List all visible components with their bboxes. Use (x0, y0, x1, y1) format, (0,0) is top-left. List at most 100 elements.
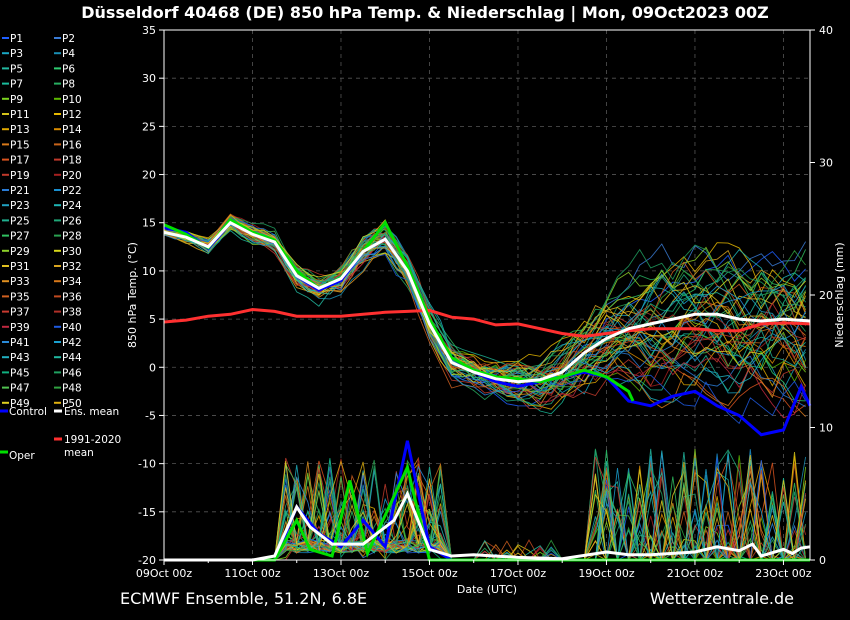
legend-member-label: P29 (10, 246, 30, 258)
climate-mean-line (163, 307, 811, 338)
ensemble-members (163, 213, 807, 562)
x-tick-label: 09Oct 00z (136, 567, 193, 580)
site-credit: Wetterzentrale.de (649, 589, 794, 608)
legend-member-label: P13 (10, 124, 30, 136)
legend-member-label: P11 (10, 109, 30, 121)
legend: P1 P2 P3 P4 P5 P6 P7 P8 P9 P10 P11 P12 P13 P14 P15 P16 P… (0, 33, 121, 462)
legend-member-label: P7 (10, 79, 23, 91)
y-tick-label: -15 (138, 506, 156, 519)
y-tick-label: 30 (142, 72, 156, 85)
x-tick-label: 15Oct 00z (401, 567, 458, 580)
model-source-label: ECMWF Ensemble, 51.2N, 6.8E (120, 589, 368, 608)
legend-member-label: P2 (62, 33, 75, 45)
member-temp-line (163, 224, 806, 392)
y2-tick-label: 40 (819, 24, 833, 37)
y-tick-label: -10 (138, 458, 156, 471)
member-temp-line (163, 223, 807, 377)
legend-member-label: P25 (10, 215, 30, 227)
x-tick-label: 11Oct 00z (224, 567, 281, 580)
y-tick-label: 10 (142, 265, 156, 278)
grid-lines (164, 30, 810, 560)
legend-member-label: P45 (10, 367, 30, 379)
member-temp-line (163, 229, 806, 397)
legend-member-label: P38 (62, 307, 82, 319)
y2-tick-label: 30 (819, 157, 833, 170)
y2-tick-label: 10 (819, 422, 833, 435)
legend-member-label: P3 (10, 48, 23, 60)
legend-member-label: P6 (62, 63, 75, 75)
legend-member-label: P27 (10, 231, 30, 243)
oper-temp-line (163, 217, 635, 402)
legend-member-label: P40 (62, 322, 82, 334)
legend-member-label: P35 (10, 291, 30, 303)
y-tick-label: 0 (149, 361, 156, 374)
x-tick-label: 17Oct 00z (490, 567, 547, 580)
y2-tick-label: 0 (819, 554, 826, 567)
y-tick-label: 35 (142, 24, 156, 37)
control-temp-line (163, 220, 812, 437)
legend-member-label: P24 (62, 200, 82, 212)
legend-member-label: P21 (10, 185, 30, 197)
legend-member-label: P23 (10, 200, 30, 212)
legend-member-label: P14 (62, 124, 82, 136)
legend-member-label: P48 (62, 383, 82, 395)
legend-member-label: P20 (62, 170, 82, 182)
legend-control-label: Control (9, 406, 47, 418)
y-tick-label: 25 (142, 120, 156, 133)
legend-member-label: P50 (62, 398, 82, 410)
legend-member-label: P12 (62, 109, 82, 121)
legend-member-label: P41 (10, 337, 30, 349)
ensmean-temp-line (163, 220, 811, 384)
y-tick-label: -20 (138, 554, 156, 567)
legend-ensmean-label: Ens. mean (64, 406, 119, 418)
legend-member-label: P33 (10, 276, 30, 288)
legend-member-label: P28 (62, 231, 82, 243)
legend-member-label: P16 (62, 139, 82, 151)
legend-oper-label: Oper (9, 450, 35, 462)
axes: -20 -15 -10 -5 0 5 10 15 20 25 30 35 09Oct 00z 11Oct … (126, 24, 846, 596)
legend-member-label: P5 (10, 63, 23, 75)
legend-member-label: P4 (62, 48, 75, 60)
ensmean-precip-line (164, 490, 811, 562)
chart-title: Düsseldorf 40468 (DE) 850 hPa Temp. & Ni… (81, 3, 769, 22)
x-tick-label: 19Oct 00z (578, 567, 635, 580)
y2-tick-label: 20 (819, 289, 833, 302)
legend-member-label: P26 (62, 215, 82, 227)
y-tick-label: -5 (145, 409, 156, 422)
y-tick-label: 5 (149, 313, 156, 326)
legend-clim-label: 1991-2020 (64, 434, 121, 446)
legend-member-label: P34 (62, 276, 82, 288)
legend-member-label: P19 (10, 170, 30, 182)
y-tick-label: 20 (142, 169, 156, 182)
legend-member-label: P37 (10, 307, 30, 319)
legend-member-label: P32 (62, 261, 82, 273)
legend-member-label: P17 (10, 155, 30, 167)
legend-clim-label-2: mean (64, 447, 94, 459)
legend-member-label: P43 (10, 352, 30, 364)
y2-axis-label: Niederschlag (mm) (833, 242, 846, 347)
legend-member-label: P18 (62, 155, 82, 167)
legend-member-label: P1 (10, 33, 23, 45)
legend-member-label: P8 (62, 79, 75, 91)
legend-member-label: P30 (62, 246, 82, 258)
x-axis-label: Date (UTC) (457, 583, 517, 596)
legend-member-label: P39 (10, 322, 30, 334)
legend-member-label: P9 (10, 94, 23, 106)
y-axis-label: 850 hPa Temp. (°C) (126, 242, 139, 348)
member-temp-line (163, 223, 806, 376)
legend-member-label: P10 (62, 94, 82, 106)
x-tick-label: 13Oct 00z (313, 567, 370, 580)
x-tick-label: 23Oct 00z (755, 567, 812, 580)
legend-member-label: P46 (62, 367, 82, 379)
x-tick-label: 21Oct 00z (667, 567, 724, 580)
legend-member-label: P49 (10, 398, 30, 410)
legend-member-label: P22 (62, 185, 82, 197)
legend-member-label: P42 (62, 337, 82, 349)
legend-member-label: P31 (10, 261, 30, 273)
oper-precip-line (164, 462, 810, 562)
member-temp-line (163, 219, 807, 385)
legend-member-label: P44 (62, 352, 82, 364)
legend-member-label: P36 (62, 291, 82, 303)
y-tick-label: 15 (142, 217, 156, 230)
